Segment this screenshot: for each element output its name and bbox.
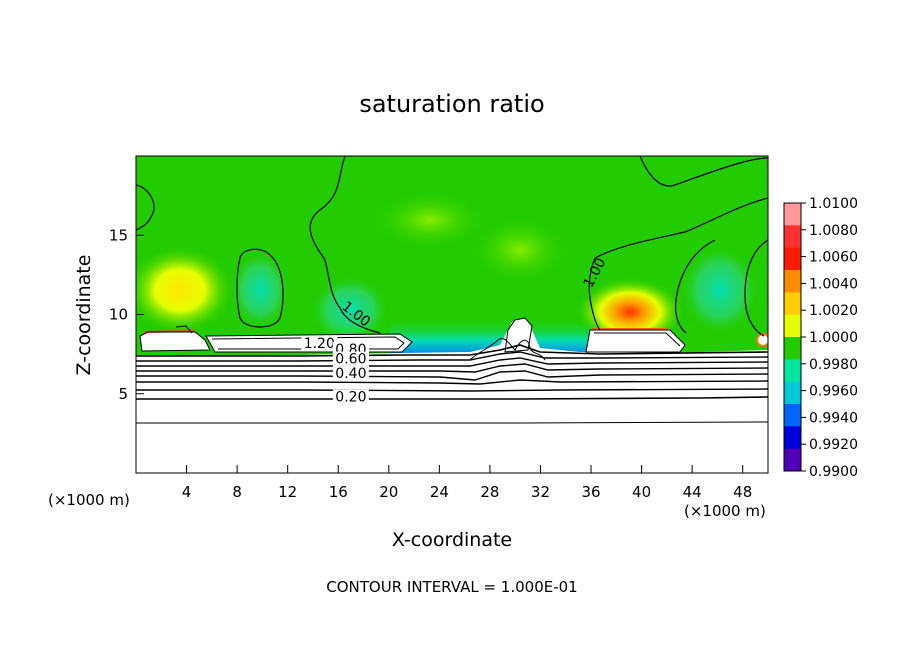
colorbar-tick-label: 1.0100 [809, 196, 858, 212]
colorbar-swatch [784, 337, 801, 360]
colorbar-swatch [784, 426, 801, 450]
x-unit-right: (×1000 m) [684, 502, 766, 520]
x-tick-label: 44 [683, 483, 702, 501]
colorbar-tick-label: 1.0020 [809, 303, 858, 319]
x-tick-label: 12 [278, 483, 297, 501]
x-tick-label: 28 [480, 483, 499, 501]
colorbar-swatch [784, 292, 801, 316]
y-tick-label: 5 [118, 385, 128, 403]
x-tick-label: 24 [430, 483, 449, 501]
x-tick-label: 36 [581, 483, 600, 501]
x-axis-label: X-coordinate [392, 529, 512, 551]
contour-label: 0.60 [332, 351, 369, 368]
colorbar-tick-label: 0.9980 [809, 357, 858, 373]
contour-label: 1.20 [301, 335, 338, 352]
chart-title: saturation ratio [359, 90, 544, 118]
plot-area [136, 156, 768, 473]
colorbar-tick-label: 0.9960 [809, 384, 858, 400]
y-axis-label: Z-coordinate [73, 255, 95, 376]
contour-label-text: 0.20 [335, 390, 366, 406]
contour-labels: 1.001.001.20 0.800.600.400.20 [301, 255, 609, 406]
colorbar-tick-label: 1.0060 [809, 250, 858, 266]
colorbar-tick-label: 0.9900 [809, 464, 858, 480]
colorbar-tick-label: 1.0000 [809, 330, 858, 346]
contour-label-text: 0.40 [335, 366, 366, 382]
x-tick-label: 32 [531, 483, 550, 501]
contour-label-text: 1.20 [304, 336, 335, 352]
y-tick-label: 10 [109, 306, 128, 324]
colorbar-swatch [784, 448, 801, 472]
colorbar-tick-label: 1.0080 [809, 223, 858, 239]
colorbar-swatch [784, 203, 801, 226]
x-tick-label: 40 [632, 483, 651, 501]
x-axis-ticks: 4 8 12 16 20 24 28 32 36 40 44 48 [182, 465, 752, 501]
x-tick-label: 48 [733, 483, 752, 501]
y-axis-ticks: 5 10 15 [109, 226, 144, 403]
colorbar: 1.0100 1.0080 1.0060 1.0040 1.0020 1.0000 0.99… [783, 196, 858, 480]
x-tick-label: 16 [329, 483, 348, 501]
colorbar-swatch [784, 314, 801, 338]
x-tick-label: 8 [232, 483, 242, 501]
colorbar-tick-label: 1.0040 [809, 276, 858, 292]
colorbar-swatch [784, 247, 801, 271]
contour-interval-note: CONTOUR INTERVAL = 1.000E-01 [326, 578, 577, 596]
x-unit-left: (×1000 m) [48, 491, 130, 509]
colorbar-tick-label: 0.9940 [809, 410, 858, 426]
contour-label-text: 0.60 [335, 352, 366, 368]
y-tick-label: 15 [109, 226, 128, 244]
colorbar-swatch [784, 359, 801, 383]
x-tick-label: 4 [182, 483, 192, 501]
contour-label: 0.20 [332, 389, 369, 406]
colorbar-tick-label: 0.9920 [809, 437, 858, 453]
colorbar-swatch [784, 225, 801, 249]
contour-label: 0.40 [332, 365, 369, 382]
colorbar-swatch [784, 270, 801, 293]
colorbar-swatch [784, 404, 801, 427]
colorbar-swatch [784, 381, 801, 405]
x-tick-label: 20 [379, 483, 398, 501]
